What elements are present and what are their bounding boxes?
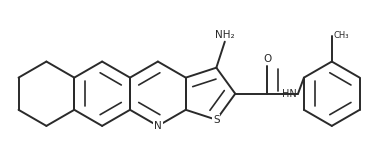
Text: CH₃: CH₃: [334, 31, 349, 40]
Text: O: O: [263, 54, 272, 64]
Text: NH₂: NH₂: [215, 30, 235, 40]
Text: N: N: [154, 121, 162, 131]
Text: S: S: [213, 115, 220, 125]
Text: HN: HN: [282, 89, 297, 99]
